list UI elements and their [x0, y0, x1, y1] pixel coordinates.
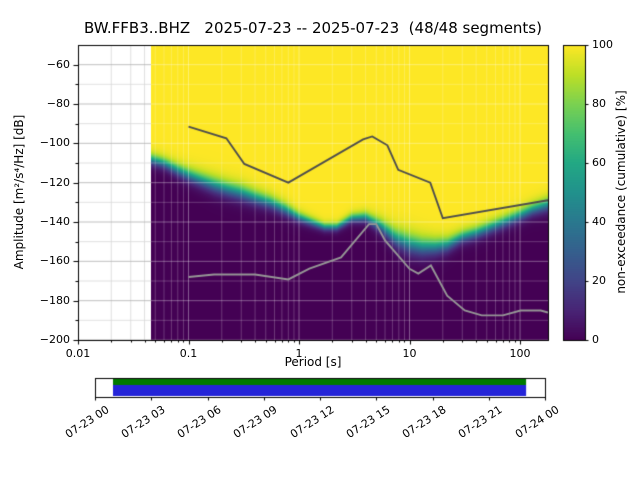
- x-tick-label: 100: [509, 347, 531, 360]
- x-axis-label: Period [s]: [284, 355, 342, 369]
- plot-title: BW.FFB3..BHZ 2025-07-23 -- 2025-07-23 (4…: [84, 19, 542, 37]
- y-tick-label: −160: [39, 254, 70, 268]
- colorbar-tick-label: 20: [592, 274, 606, 287]
- colorbar-tick-label: 40: [592, 215, 606, 228]
- colorbar-tick-label: 100: [592, 38, 613, 51]
- colorbar-tick-label: 80: [592, 97, 606, 110]
- y-tick-label: −140: [39, 215, 70, 228]
- y-tick-label: −200: [39, 333, 70, 346]
- colorbar-label: non-exceedance (cumulative) [%]: [614, 90, 628, 294]
- colorbar-tick-label: 60: [592, 156, 606, 169]
- y-tick-label: −80: [46, 97, 70, 110]
- x-tick-label: 1: [295, 347, 303, 360]
- x-tick-label: 10: [402, 347, 417, 360]
- y-tick-label: −60: [46, 57, 70, 71]
- y-tick-label: −120: [39, 175, 70, 189]
- y-tick-label: −100: [39, 136, 70, 150]
- x-tick-label: 0.01: [65, 347, 91, 360]
- y-tick-label: −180: [39, 293, 70, 307]
- y-axis-label: Amplitude [m²/s⁴/Hz] [dB]: [12, 114, 26, 270]
- x-tick-label: 0.1: [179, 347, 198, 360]
- colorbar-tick-label: 0: [592, 333, 599, 346]
